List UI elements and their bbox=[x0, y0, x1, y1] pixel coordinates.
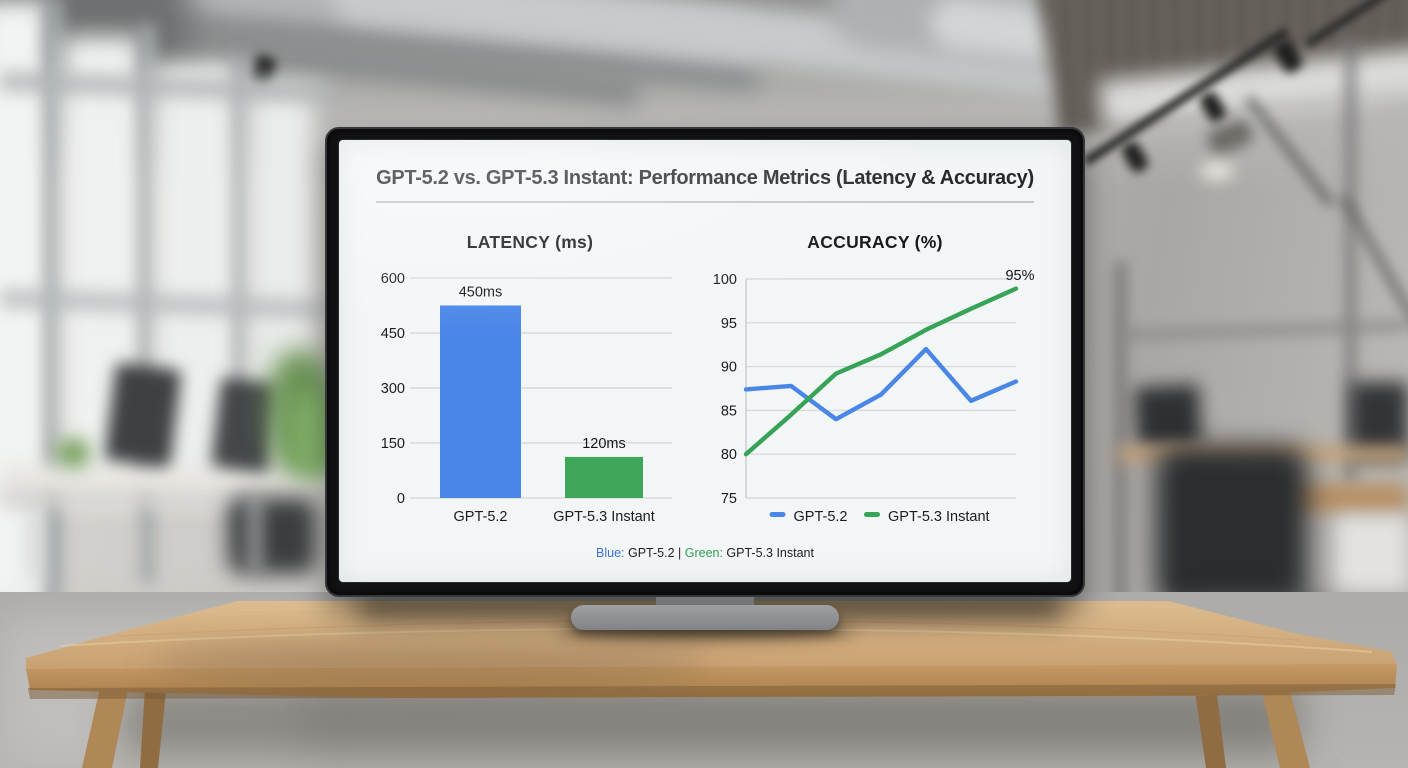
caption-part: GPT-5.3 Instant bbox=[722, 546, 814, 560]
y-tick-label: 450 bbox=[381, 326, 405, 342]
background-desk bbox=[0, 464, 338, 496]
page-title: GPT-5.2 vs. GPT-5.3 Instant: Performance… bbox=[376, 167, 1034, 189]
bar-value-label: 450ms bbox=[459, 285, 503, 301]
desk-lamp-glow bbox=[1200, 162, 1234, 180]
x-category-label: GPT-5.3 Instant bbox=[553, 509, 655, 525]
y-tick-label: 0 bbox=[397, 491, 405, 507]
monitor-soft-shadow bbox=[150, 640, 710, 684]
color-key-caption: Blue: GPT-5.2 | Green: GPT-5.3 Instant bbox=[339, 544, 1071, 562]
series-line bbox=[743, 286, 1019, 457]
line-chart-title: ACCURACY (%) bbox=[807, 232, 943, 252]
y-tick-label: 100 bbox=[713, 272, 737, 288]
monitor-screen: GPT-5.2 vs. GPT-5.3 Instant: Performance… bbox=[338, 139, 1072, 583]
y-tick-label: 150 bbox=[381, 436, 405, 452]
window-pane bbox=[0, 0, 50, 620]
monitor-bezel: GPT-5.2 vs. GPT-5.3 Instant: Performance… bbox=[325, 127, 1085, 597]
office-chair-silhouette bbox=[1156, 446, 1308, 610]
caption-part: Green: bbox=[684, 546, 723, 560]
glass-partition-frame bbox=[1346, 36, 1355, 484]
title-divider bbox=[376, 201, 1034, 203]
y-tick-label: 75 bbox=[721, 491, 737, 507]
bar bbox=[440, 305, 521, 498]
glass-partition-frame bbox=[1116, 262, 1125, 618]
y-tick-label: 600 bbox=[381, 271, 405, 287]
y-tick-label: 90 bbox=[721, 360, 737, 376]
x-category-label: GPT-5.2 bbox=[454, 509, 508, 525]
legend-swatch bbox=[769, 512, 786, 517]
y-tick-label: 80 bbox=[721, 447, 737, 463]
plant-icon bbox=[55, 438, 91, 468]
office-chair-silhouette bbox=[228, 498, 316, 574]
monitor-stand-base bbox=[571, 605, 839, 630]
table-edge-shadow bbox=[28, 684, 1396, 699]
white-cabinet bbox=[1336, 516, 1408, 590]
charts-canvas: LATENCY (ms) 0 150 300 450 600 450ms GPT-5.2 120… bbox=[381, 232, 1035, 525]
bar-chart-title: LATENCY (ms) bbox=[467, 232, 593, 252]
y-tick-label: 85 bbox=[721, 403, 737, 419]
desk-leg bbox=[28, 494, 40, 580]
bar-value-label: 120ms bbox=[582, 436, 626, 452]
annotation-label: 95% bbox=[1005, 268, 1034, 284]
caption-part: GPT-5.2 | bbox=[624, 546, 685, 560]
y-tick-label: 95 bbox=[721, 316, 737, 332]
y-tick-label: 300 bbox=[381, 381, 405, 397]
legend-label: GPT-5.3 Instant bbox=[888, 509, 990, 525]
series-line bbox=[743, 346, 1019, 422]
desk-leg bbox=[250, 496, 260, 572]
legend-label: GPT-5.2 bbox=[794, 509, 848, 525]
legend-swatch bbox=[864, 512, 880, 517]
bar bbox=[565, 456, 643, 498]
caption-part: Blue: bbox=[596, 546, 625, 560]
